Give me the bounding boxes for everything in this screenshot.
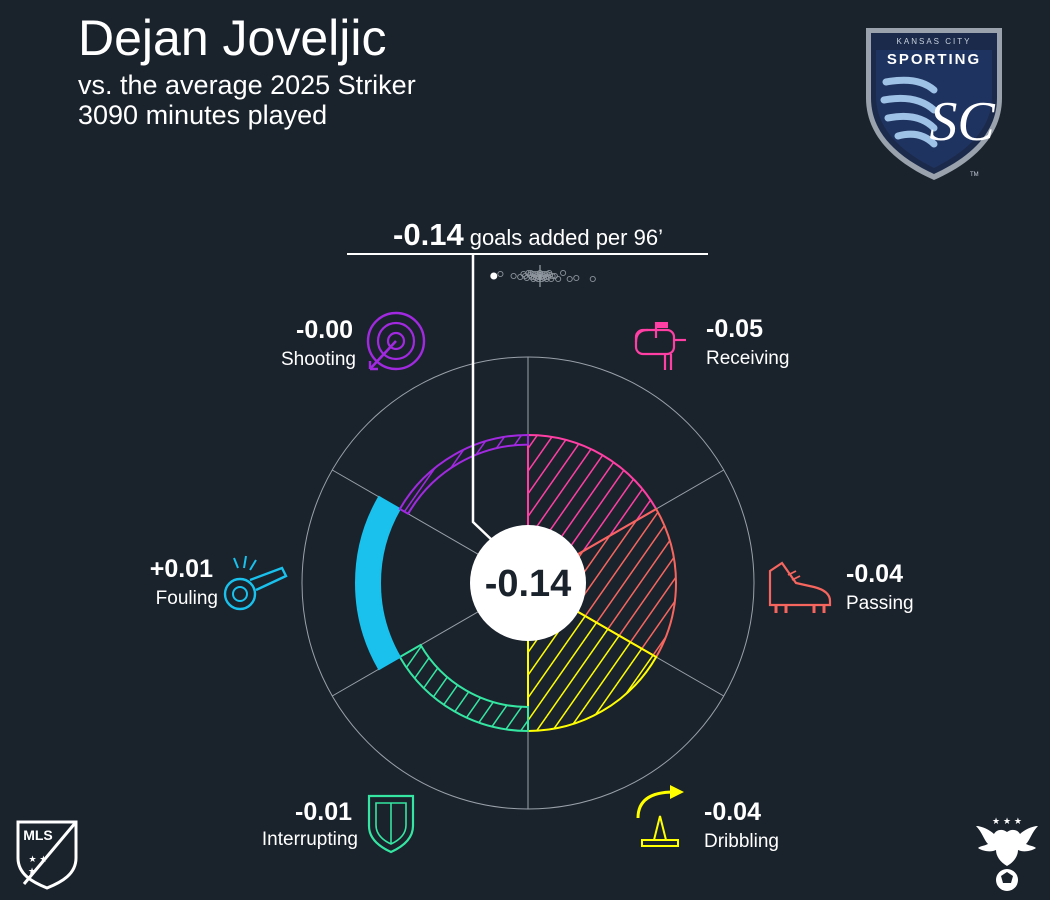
traffic-cone-icon: [636, 785, 684, 847]
mls-logo-text: MLS: [23, 827, 53, 843]
distribution-point: [549, 272, 556, 280]
shield-icon: [367, 794, 415, 854]
value-label-dribbling: -0.04: [704, 798, 761, 826]
distribution-point: [510, 272, 517, 280]
sporting-kc-logo: KANSAS CITY SPORTING SC TM: [866, 28, 1002, 180]
distribution-strip: [490, 265, 596, 287]
value-label-shooting: -0.00: [296, 316, 353, 344]
value-label-receiving: -0.05: [706, 315, 763, 343]
player-name: Dejan Joveljic: [78, 10, 387, 66]
eagle-logo: ★ ★ ★: [976, 817, 1038, 891]
distribution-point: [548, 275, 555, 283]
mailbox-icon: [634, 322, 686, 370]
target-icon: [366, 311, 426, 371]
whistle-icon: [223, 555, 288, 611]
distribution-point: [573, 274, 580, 282]
svg-text:★ ★: ★ ★: [29, 855, 48, 865]
svg-text:★ ★ ★: ★ ★ ★: [992, 817, 1022, 827]
distribution-point: [566, 275, 573, 283]
headline-value: -0.14: [393, 217, 464, 252]
club-logo-name: SPORTING: [887, 51, 981, 68]
center-circle: [470, 525, 586, 641]
distribution-point: [551, 272, 558, 280]
category-label-passing: Passing: [846, 593, 914, 614]
distribution-point: [525, 269, 532, 277]
club-logo-top-text: KANSAS CITY: [897, 37, 972, 46]
bar-fouling: [355, 495, 402, 671]
category-label-shooting: Shooting: [281, 349, 356, 370]
value-label-fouling: +0.01: [150, 555, 213, 583]
category-labels: -0.14 goals added per 96’-0.05Receiving-0…: [150, 217, 914, 854]
headline-unit: goals added per 96’: [470, 225, 663, 250]
bar-shooting: [398, 433, 529, 516]
distribution-point: [555, 275, 562, 283]
center-total-value: -0.14: [485, 563, 572, 605]
category-label-dribbling: Dribbling: [704, 831, 779, 852]
center-total: -0.14: [470, 525, 586, 641]
bar-interrupting: [398, 643, 529, 733]
cleat-icon: [768, 561, 832, 613]
distribution-point: [517, 273, 524, 281]
player-distribution-point: [490, 272, 498, 280]
category-label-fouling: Fouling: [156, 588, 218, 609]
headline-connector: [471, 254, 495, 543]
total-goals-added-headline: -0.14 goals added per 96’: [393, 217, 663, 252]
distribution-point: [589, 275, 596, 283]
club-tm: TM: [970, 172, 979, 178]
minutes-played: 3090 minutes played: [78, 100, 328, 130]
mls-logo: MLS ★ ★ ★: [16, 820, 78, 890]
value-label-passing: -0.04: [846, 560, 903, 588]
category-label-interrupting: Interrupting: [262, 829, 358, 850]
svg-text:★: ★: [28, 867, 36, 877]
comparison-subtitle: vs. the average 2025 Striker: [78, 70, 416, 100]
distribution-point: [560, 269, 567, 277]
value-label-interrupting: -0.01: [295, 798, 352, 826]
distribution-point: [497, 270, 504, 278]
club-monogram: SC: [929, 91, 995, 153]
category-label-receiving: Receiving: [706, 348, 789, 369]
